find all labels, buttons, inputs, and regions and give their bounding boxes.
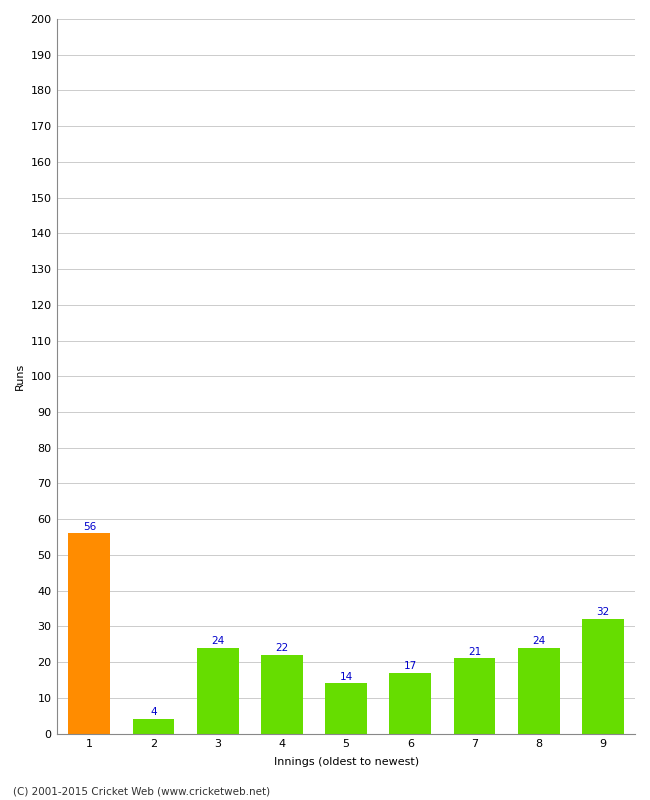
Text: 4: 4 — [150, 707, 157, 718]
Bar — [518, 648, 560, 734]
Bar — [133, 719, 174, 734]
Text: 24: 24 — [532, 636, 545, 646]
Text: 22: 22 — [276, 643, 289, 653]
Text: 24: 24 — [211, 636, 224, 646]
X-axis label: Innings (oldest to newest): Innings (oldest to newest) — [274, 758, 419, 767]
Bar — [582, 619, 624, 734]
Bar — [261, 655, 303, 734]
Text: 14: 14 — [339, 672, 353, 682]
Bar — [325, 683, 367, 734]
Text: 56: 56 — [83, 522, 96, 532]
Bar — [197, 648, 239, 734]
Bar — [454, 658, 495, 734]
Bar — [389, 673, 431, 734]
Text: (C) 2001-2015 Cricket Web (www.cricketweb.net): (C) 2001-2015 Cricket Web (www.cricketwe… — [13, 787, 270, 797]
Y-axis label: Runs: Runs — [15, 362, 25, 390]
Bar — [68, 534, 110, 734]
Text: 21: 21 — [468, 646, 481, 657]
Text: 32: 32 — [596, 607, 610, 618]
Text: 17: 17 — [404, 661, 417, 671]
